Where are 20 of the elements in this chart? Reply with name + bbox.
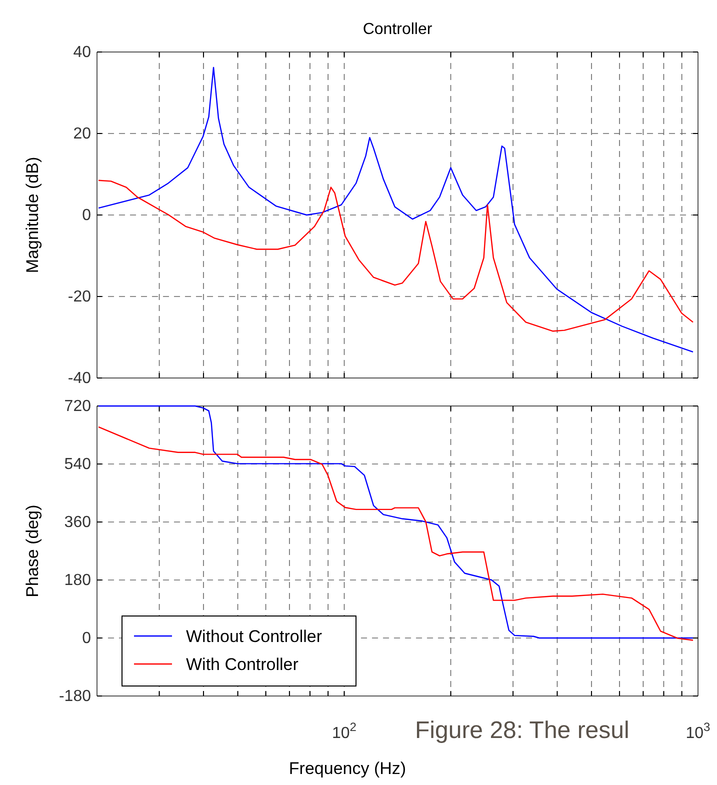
y-tick-label: 40 [73, 44, 92, 62]
y-axis-title: Magnitude (dB) [23, 156, 42, 274]
y-tick-label: 360 [64, 514, 92, 532]
y-tick-label: -40 [68, 370, 92, 388]
x-tick-label: 10$^{2}$ [332, 720, 357, 742]
y-tick-label: 0 [82, 630, 92, 648]
y-tick-label: 0 [82, 207, 92, 224]
y-tick-label: -20 [68, 288, 92, 306]
chart-title: Controller [362, 21, 433, 38]
x-axis-title: Frequency (Hz) [288, 759, 406, 778]
y-axis-title: Phase (deg) [23, 504, 42, 598]
caption: Figure 28: The resul [415, 717, 630, 744]
legend-label: With Controller [186, 655, 299, 674]
y-tick-label: 720 [64, 398, 92, 416]
x-tick-label: 10$^{3}$ [686, 720, 711, 742]
y-tick-label: 20 [73, 126, 92, 143]
legend-label: Without Controller [186, 627, 322, 646]
y-tick-label: 180 [64, 572, 92, 590]
y-tick-label: -180 [58, 688, 92, 706]
y-tick-label: 540 [64, 456, 92, 474]
